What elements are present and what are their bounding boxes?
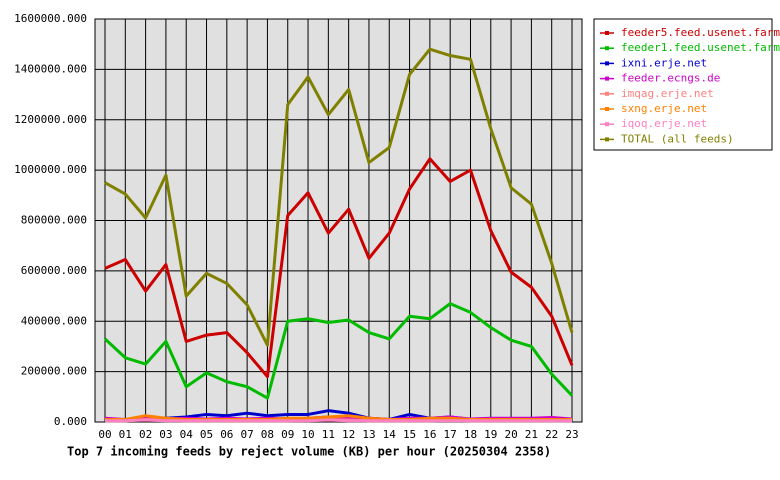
x-tick-label: 01 [119, 428, 132, 441]
series-line [104, 47, 574, 347]
legend-marker [605, 137, 609, 142]
x-tick-label: 22 [545, 428, 558, 441]
x-tick-label: 10 [301, 428, 314, 441]
x-tick-label: 15 [403, 428, 416, 441]
x-tick-label: 09 [281, 428, 294, 441]
legend-marker [605, 122, 609, 127]
legend-label: feeder5.feed.usenet.farm [621, 26, 780, 39]
x-tick-label: 05 [200, 428, 213, 441]
x-tick-label: 16 [423, 428, 436, 441]
legend-label: TOTAL (all feeds) [621, 132, 734, 145]
legend-label: imqag.erje.net [621, 87, 714, 100]
x-tick-label: 12 [342, 428, 355, 441]
x-tick-label: 13 [362, 428, 375, 441]
x-tick-label: 14 [383, 428, 397, 441]
x-tick-label: 07 [241, 428, 254, 441]
y-tick-label: 400000.000 [21, 314, 87, 327]
legend-marker [605, 31, 609, 35]
x-tick-label: 03 [159, 428, 172, 441]
legend-marker [605, 76, 609, 81]
x-tick-label: 23 [565, 428, 578, 441]
legend-label: feeder.ecngs.de [621, 72, 720, 85]
y-tick-label: 1400000.000 [14, 62, 87, 75]
x-tick-label: 02 [139, 428, 152, 441]
y-tick-label: 800000.000 [21, 214, 87, 227]
y-tick-label: 1600000.000 [14, 12, 87, 25]
x-tick-label: 04 [180, 428, 194, 441]
legend-marker [605, 46, 609, 51]
x-tick-label: 20 [504, 428, 517, 441]
y-tick-label: 1000000.000 [14, 163, 87, 176]
chart-title: Top 7 incoming feeds by reject volume (K… [67, 445, 551, 459]
x-tick-label: 21 [525, 428, 538, 441]
legend-label: iqoq.erje.net [621, 117, 707, 130]
legend-label: ixni.erje.net [621, 56, 707, 69]
x-tick-label: 08 [261, 428, 274, 441]
legend-marker [605, 107, 609, 111]
legend-marker [605, 91, 609, 96]
y-tick-label: 1200000.000 [14, 113, 87, 126]
series-line [105, 418, 572, 423]
x-tick-label: 19 [484, 428, 497, 441]
x-tick-label: 18 [464, 428, 477, 441]
series-line [104, 157, 574, 379]
legend-label: feeder1.feed.usenet.farm [621, 41, 780, 54]
series-line [103, 302, 574, 400]
y-tick-label: 200000.000 [21, 365, 87, 378]
plot-border [94, 18, 583, 423]
legend-box [593, 18, 773, 151]
legend-marker [605, 61, 609, 66]
x-tick-label: 11 [322, 428, 335, 441]
y-tick-label: 0.000 [54, 415, 87, 428]
y-tick-label: 600000.000 [21, 264, 87, 277]
x-tick-label: 06 [220, 428, 233, 441]
x-tick-label: 17 [444, 428, 457, 441]
x-tick-label: 00 [98, 428, 111, 441]
legend-label: sxng.erje.net [621, 102, 707, 115]
